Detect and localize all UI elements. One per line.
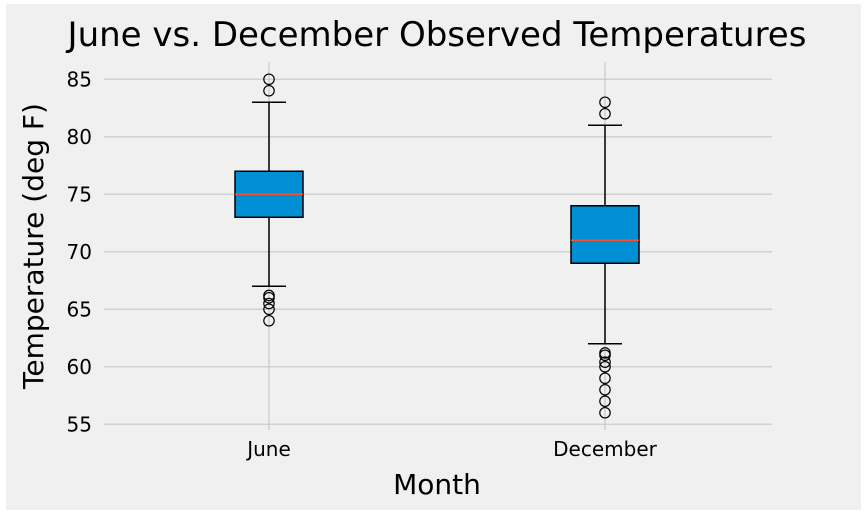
outlier-point — [263, 303, 275, 316]
outlier-point — [599, 406, 611, 419]
outlier-point — [599, 383, 611, 396]
y-tick-label: 65 — [67, 297, 92, 321]
outlier-point — [599, 372, 611, 385]
outlier-point — [263, 297, 275, 310]
y-axis-ticks: 55 60 65 70 75 80 85 — [67, 67, 92, 436]
outlier-point — [263, 84, 275, 97]
box-series — [234, 73, 640, 419]
y-tick-label: 70 — [67, 240, 92, 264]
x-tick-label: June — [245, 437, 291, 461]
outlier-point — [599, 395, 611, 408]
outlier-point — [263, 73, 275, 86]
y-axis-label: Temperature (deg F) — [17, 103, 50, 390]
outlier-point — [263, 289, 275, 302]
outlier-point — [599, 107, 611, 120]
y-tick-label: 85 — [67, 67, 92, 91]
y-tick-label: 55 — [67, 412, 92, 436]
y-tick-label: 60 — [67, 355, 92, 379]
y-tick-label: 75 — [67, 182, 92, 206]
box-june — [234, 73, 304, 327]
outlier-point — [599, 356, 611, 368]
iqr-box — [570, 205, 640, 264]
box-december — [570, 96, 640, 419]
x-axis-ticks: June December — [245, 437, 657, 461]
outlier-point — [263, 314, 275, 327]
chart-title: June vs. December Observed Temperatures — [66, 15, 807, 55]
outlier-point — [599, 96, 611, 109]
x-tick-label: December — [553, 437, 657, 461]
outlier-point — [599, 360, 611, 373]
y-tick-label: 80 — [67, 125, 92, 149]
figure-background — [6, 4, 861, 510]
outlier-point — [599, 347, 611, 359]
x-axis-label: Month — [393, 468, 481, 501]
